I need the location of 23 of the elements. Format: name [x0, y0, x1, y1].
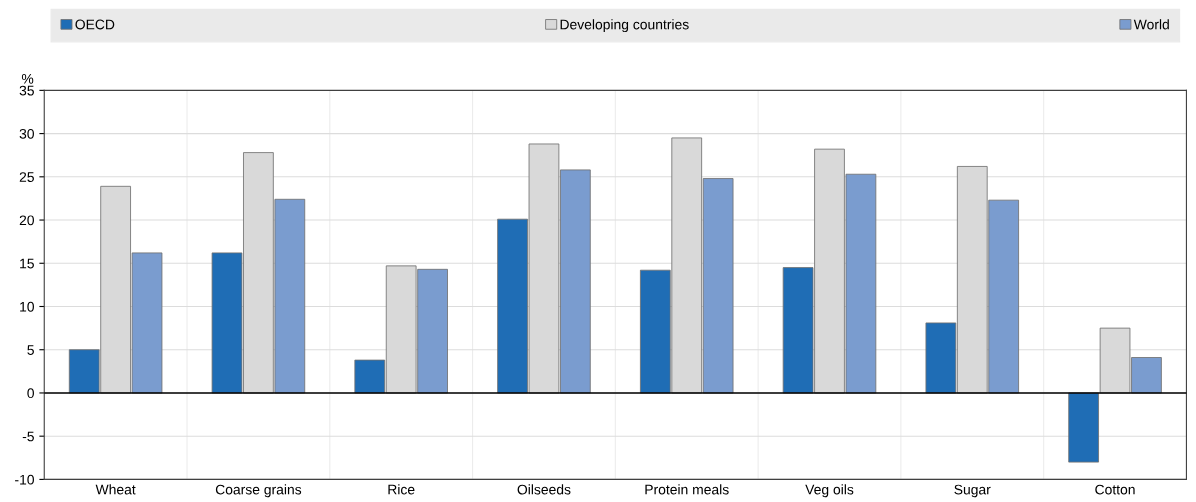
y-tick-label: 20 — [19, 215, 34, 226]
y-tick-label: 10 — [20, 301, 34, 312]
x-tick-label: Veg oils — [805, 484, 854, 498]
legend-label: World — [1133, 19, 1169, 30]
y-tick-label: 25 — [19, 172, 34, 182]
x-tick-label: Coarse grains — [215, 484, 302, 498]
x-tick-label: Protein meals — [645, 484, 729, 495]
x-tick-label: Sugar — [954, 484, 991, 498]
x-tick-label: Cotton — [1095, 484, 1135, 495]
y-tick-label: 35 — [19, 85, 34, 96]
y-tick-label: 30 — [19, 128, 34, 139]
bar — [1068, 392, 1099, 463]
y-axis-title: % — [21, 73, 34, 84]
legend-label: Developing countries — [560, 19, 689, 33]
y-tick-label: 0 — [27, 388, 34, 399]
x-tick-label: Oilseeds — [517, 484, 571, 495]
y-tick-label: 5 — [27, 345, 34, 355]
y-tick-label: -5 — [22, 431, 34, 442]
x-tick-label: Wheat — [95, 484, 136, 495]
y-tick-label: -10 — [15, 474, 34, 485]
y-tick-label: 15 — [20, 258, 34, 269]
legend-label: OECD — [75, 19, 115, 30]
x-tick-label: Rice — [388, 484, 415, 495]
